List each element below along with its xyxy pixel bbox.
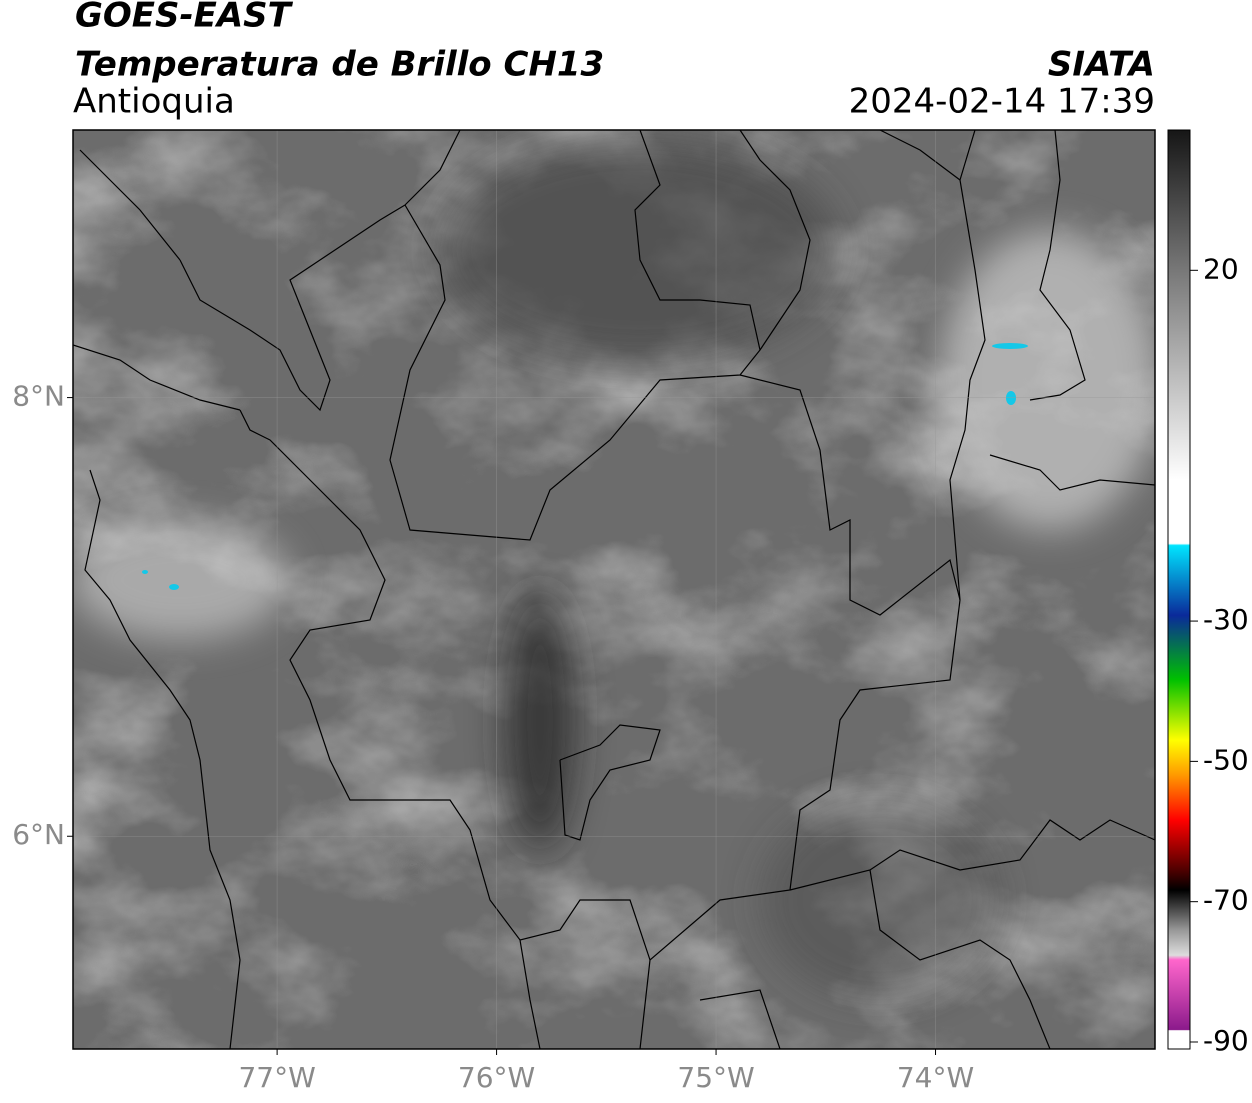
y-tick-label: 6°N [12, 818, 65, 851]
colorbar-tick-label: -70 [1203, 884, 1249, 917]
source: SIATA [1048, 45, 1155, 85]
x-tick-label: 75°W [677, 1061, 754, 1094]
cold-cloud [169, 584, 179, 590]
cold-cloud [1006, 391, 1016, 405]
region: Antioquia [73, 82, 235, 122]
map-frame [72, 129, 1156, 1050]
colorbar-tick-label: -50 [1203, 743, 1249, 776]
title: GOES-EAST [75, 0, 294, 36]
colorbar-tick-label: -30 [1203, 603, 1249, 636]
grid [73, 130, 1155, 1049]
x-tick-label: 77°W [238, 1061, 315, 1094]
cold-cloud [992, 343, 1028, 349]
colorbar-tick-label: -90 [1203, 1024, 1249, 1057]
x-tick-label: 74°W [897, 1061, 974, 1094]
subtitle: Temperatura de Brillo CH13 [75, 45, 604, 85]
satellite-image [73, 130, 1155, 1049]
colorbar [1167, 129, 1191, 1050]
x-tick-label: 76°W [458, 1061, 535, 1094]
borders [73, 130, 1155, 1049]
timestamp: 2024-02-14 17:39 [849, 82, 1155, 122]
y-tick-label: 8°N [12, 380, 65, 413]
cold-cloud [142, 570, 148, 574]
colorbar-tick-label: 20 [1203, 252, 1239, 285]
